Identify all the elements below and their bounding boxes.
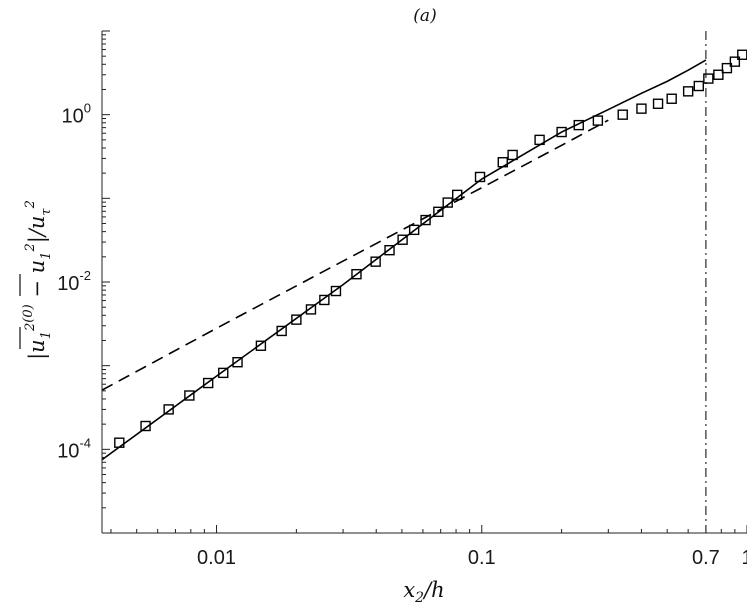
y-tick-label: 10-2 xyxy=(57,268,91,295)
x-axis-title: x2/h xyxy=(403,578,444,605)
data-point xyxy=(184,390,195,401)
y-tick-label: 10-4 xyxy=(57,435,91,462)
data-point xyxy=(370,256,381,267)
data-point xyxy=(721,62,733,74)
solid-fit-line xyxy=(101,59,707,461)
data-point xyxy=(636,103,647,114)
data-point xyxy=(442,197,453,208)
data-point xyxy=(202,377,214,389)
data-point xyxy=(556,126,567,138)
data-point xyxy=(713,69,724,80)
data-point xyxy=(140,420,151,432)
data-point xyxy=(232,357,243,368)
data-point xyxy=(276,325,287,337)
svg-text:|u12(0) − u12|/uτ2: |u12(0) − u12|/uτ2 xyxy=(21,200,54,360)
data-point xyxy=(408,224,420,236)
data-point xyxy=(351,268,362,280)
data-point xyxy=(255,340,267,351)
axes xyxy=(101,30,747,534)
data-point xyxy=(319,294,330,306)
data-point xyxy=(652,98,664,109)
data-point xyxy=(218,367,229,379)
data-point xyxy=(114,437,125,448)
data-point xyxy=(507,149,518,161)
chart-title: (a) xyxy=(413,6,436,26)
x-tick-label: 0.01 xyxy=(197,547,236,569)
data-point xyxy=(291,314,302,325)
data-point xyxy=(729,56,741,67)
data-point xyxy=(305,304,317,315)
y-axis-title: |u12(0) − u12|/uτ2 xyxy=(19,200,54,360)
data-point xyxy=(682,86,694,97)
y-tick-label: 100 xyxy=(62,101,91,128)
x-tick-label: 0.1 xyxy=(468,547,496,569)
data-point xyxy=(163,404,174,415)
data-point xyxy=(397,234,408,245)
plot-area xyxy=(101,31,747,533)
data-point xyxy=(703,73,714,84)
tick-labels: 0.01 0.1 0.7 1 10-4 10-2 100 xyxy=(57,101,747,569)
data-point xyxy=(384,244,395,256)
data-point xyxy=(433,206,444,218)
x-tick-label: 1 xyxy=(741,547,747,569)
data-point xyxy=(592,115,604,126)
dashed-fit-line xyxy=(101,119,609,391)
x-tick-label: 0.7 xyxy=(692,547,720,569)
data-point xyxy=(330,285,342,297)
data-point xyxy=(666,93,677,104)
data-point xyxy=(693,80,704,92)
data-point xyxy=(617,109,628,120)
